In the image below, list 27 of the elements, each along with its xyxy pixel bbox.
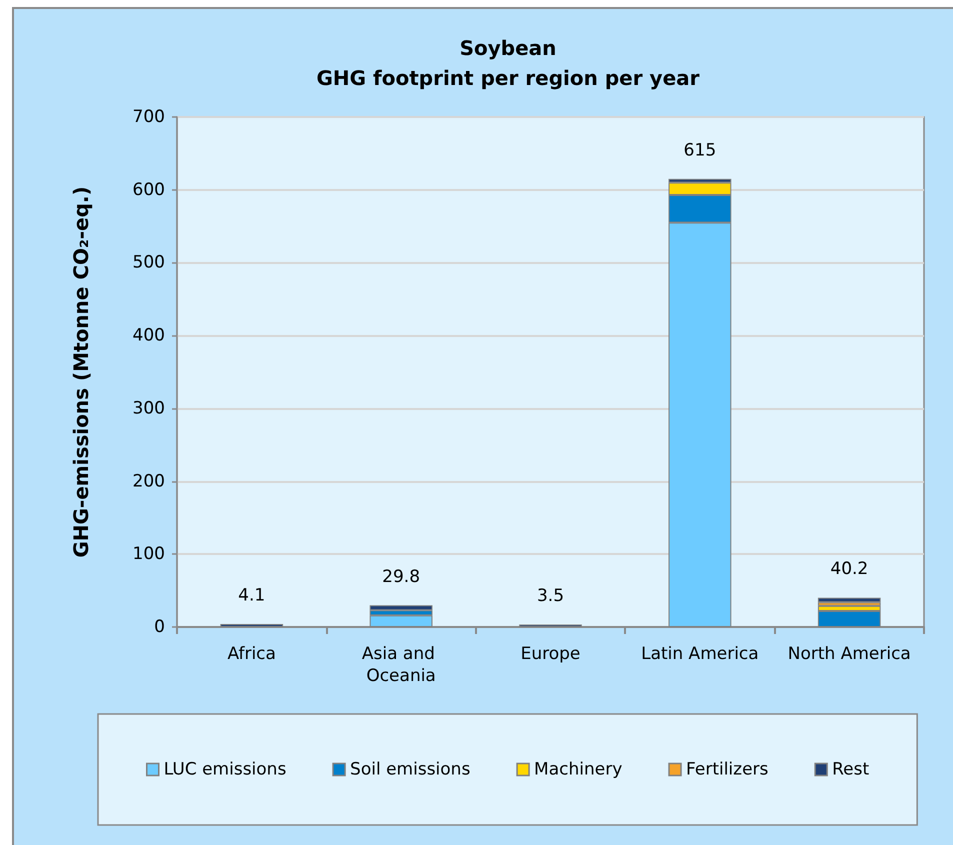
y-axis-title: GHG-emissions (Mtonne CO₂-eq.) bbox=[69, 186, 93, 558]
x-tick-label: Europe bbox=[520, 644, 580, 664]
total-label: 40.2 bbox=[830, 559, 868, 580]
total-label: 615 bbox=[684, 140, 716, 160]
y-tick-label: 300 bbox=[132, 398, 165, 418]
total-label: 29.8 bbox=[382, 566, 420, 587]
legend-label: Fertilizers bbox=[686, 760, 769, 780]
y-tick-label: 200 bbox=[132, 471, 165, 492]
y-tick-label: 400 bbox=[132, 326, 165, 346]
legend-label: LUC emissions bbox=[164, 760, 286, 780]
total-label: 4.1 bbox=[238, 586, 266, 606]
x-tick-label: Africa bbox=[227, 644, 276, 664]
y-tick-label: 700 bbox=[132, 107, 165, 127]
legend-label: Machinery bbox=[534, 760, 622, 780]
x-tick-label: Latin America bbox=[641, 644, 759, 664]
legend-label: Soil emissions bbox=[350, 760, 470, 780]
chart-title: Soybean bbox=[460, 36, 556, 60]
legend-label: Rest bbox=[832, 760, 870, 780]
y-tick-label: 0 bbox=[154, 617, 165, 637]
chart-subtitle: GHG footprint per region per year bbox=[316, 66, 700, 90]
x-tick-label: North America bbox=[788, 644, 911, 664]
total-label: 3.5 bbox=[536, 586, 564, 606]
y-tick-label: 500 bbox=[132, 252, 165, 273]
bar bbox=[818, 598, 881, 602]
y-tick-label: 100 bbox=[132, 544, 165, 564]
x-tick-label: Asia and Oceania bbox=[362, 644, 440, 686]
y-tick-label: 600 bbox=[132, 180, 165, 200]
